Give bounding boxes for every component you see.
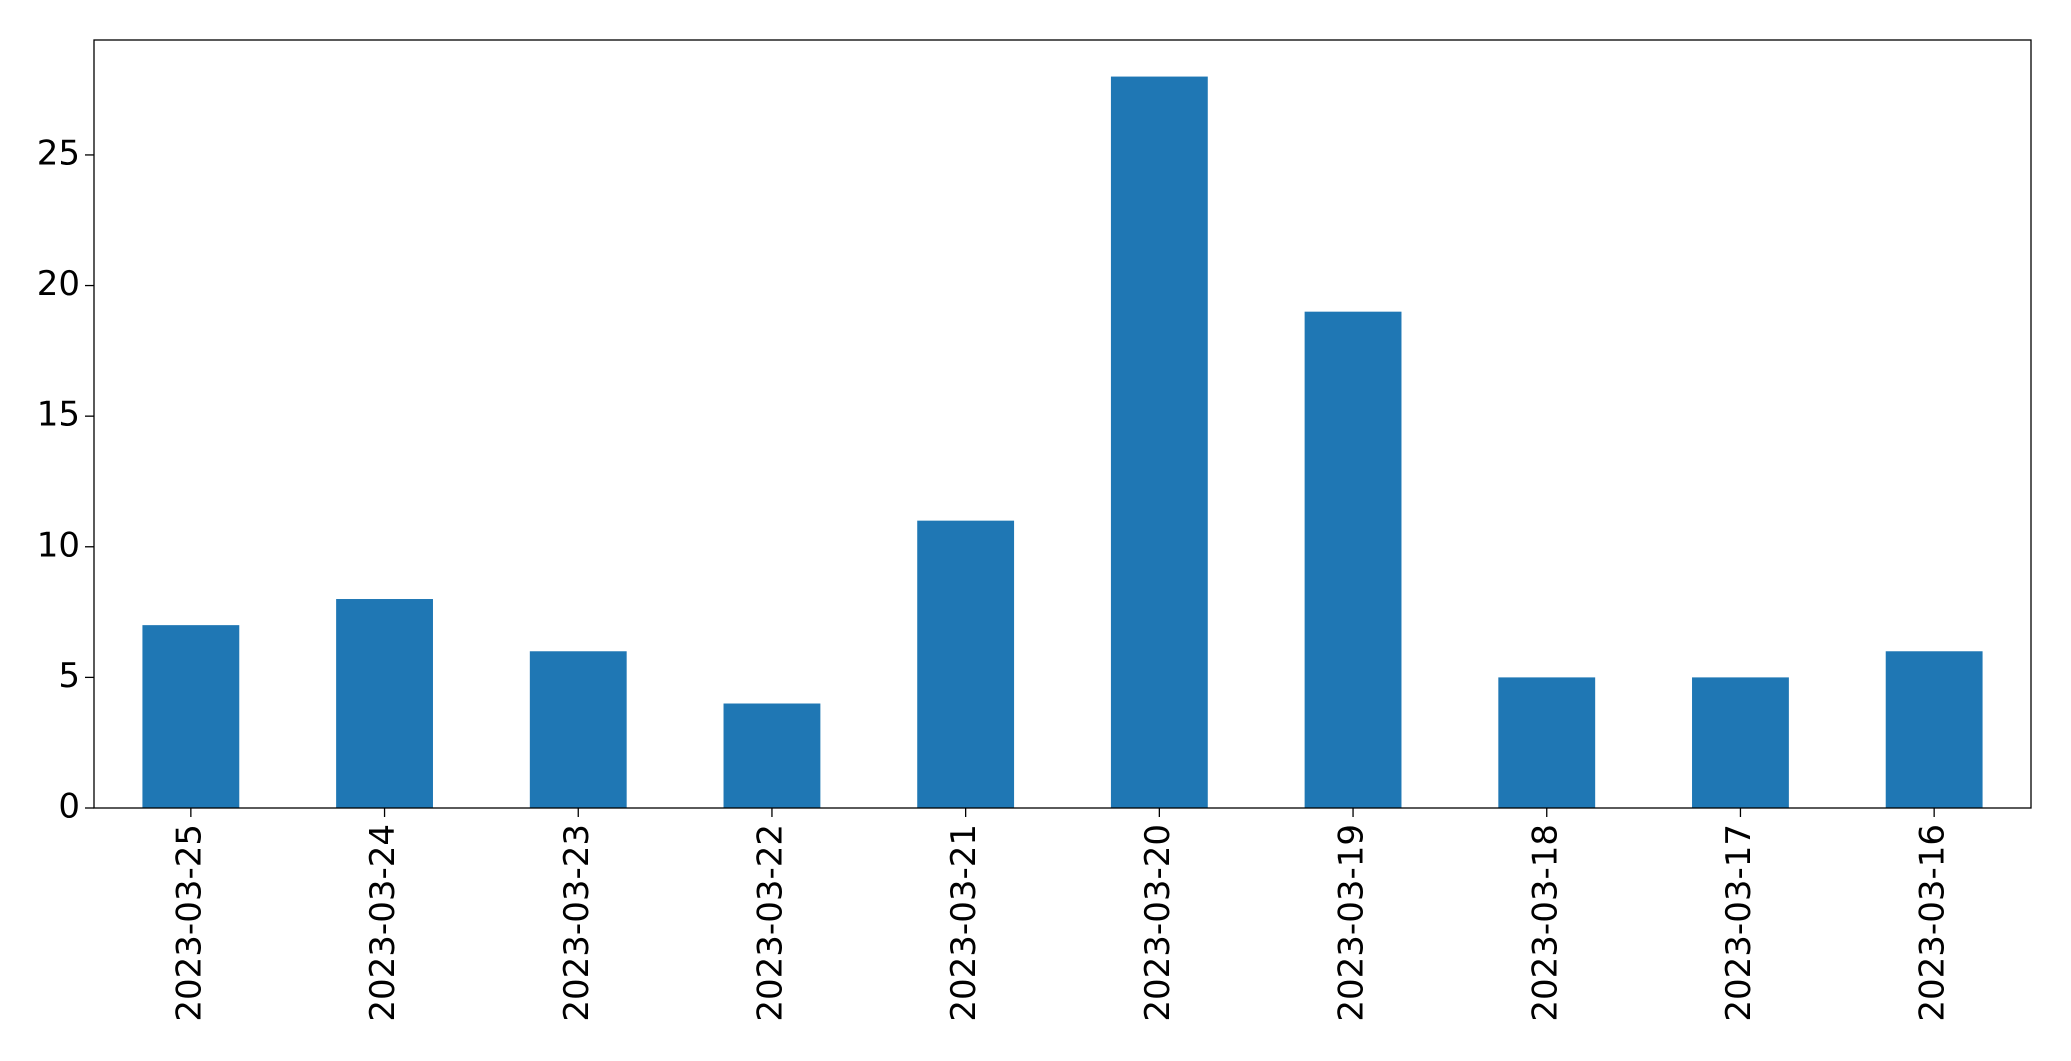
- x-tick-label: 2023-03-22: [750, 824, 790, 1022]
- y-tick-label: 25: [37, 133, 80, 173]
- bar: [917, 520, 1015, 808]
- bar: [336, 599, 433, 808]
- x-tick-label: 2023-03-17: [1719, 824, 1759, 1022]
- x-tick-label: 2023-03-18: [1525, 824, 1565, 1022]
- bar: [142, 625, 240, 808]
- y-tick-label: 20: [37, 264, 80, 304]
- x-tick-label: 2023-03-20: [1138, 824, 1178, 1022]
- x-tick-label: 2023-03-19: [1332, 824, 1372, 1022]
- y-tick-label: 5: [58, 656, 80, 696]
- bar: [1885, 651, 1983, 808]
- x-tick-label: 2023-03-25: [169, 824, 209, 1022]
- y-tick-label: 0: [58, 787, 80, 827]
- y-tick-label: 15: [37, 395, 80, 435]
- x-tick-label: 2023-03-21: [944, 824, 984, 1022]
- plot-frame: [93, 39, 2032, 809]
- x-tick-label: 2023-03-24: [363, 824, 403, 1022]
- bar: [1110, 76, 1208, 809]
- bar: [529, 651, 627, 808]
- bar: [1304, 311, 1402, 808]
- bar: [723, 703, 821, 808]
- x-tick-label: 2023-03-23: [557, 824, 597, 1022]
- x-tick-label: 2023-03-16: [1913, 824, 1953, 1022]
- bar: [1498, 677, 1596, 808]
- y-tick-label: 10: [37, 525, 80, 565]
- bar: [1692, 677, 1789, 808]
